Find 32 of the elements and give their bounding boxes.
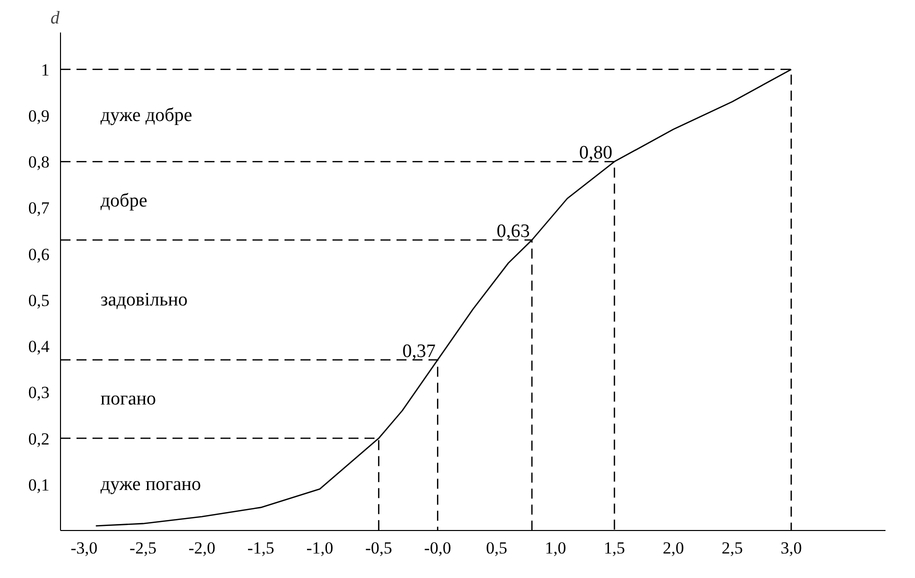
x-tick-label: 0,5: [486, 538, 508, 558]
y-tick-label: 0,2: [28, 429, 50, 448]
x-tick-label: -2,5: [130, 538, 156, 558]
annotation: дуже добре: [100, 105, 192, 126]
x-tick-label: 2,5: [722, 538, 743, 558]
y-tick-label: 0,4: [28, 337, 50, 356]
y-tick-label: 0,3: [28, 383, 50, 402]
annotation: 0,37: [402, 340, 436, 362]
y-tick-label: 0,5: [28, 290, 50, 310]
x-tick-label: 3,0: [780, 538, 802, 558]
y-tick-label: 0,6: [28, 244, 50, 264]
x-tick-label: -2,0: [188, 538, 216, 558]
x-tick-label: -0,5: [365, 538, 392, 558]
y-tick-label: 0,1: [28, 475, 50, 494]
x-tick-label: -0,0: [424, 538, 452, 558]
y-tick-label: 0,9: [28, 106, 50, 126]
annotation: погано: [100, 388, 156, 410]
annotation: 0,80: [579, 142, 612, 164]
y-tick-label: 0,7: [28, 198, 50, 218]
y-tick-label: 0,8: [28, 152, 50, 172]
y-tick-label: 1: [41, 60, 50, 80]
x-tick-label: -3,0: [70, 538, 98, 558]
x-tick-label: -1,0: [306, 538, 334, 558]
annotation: 0,63: [496, 221, 530, 242]
y-axis-title: d: [50, 8, 60, 28]
x-tick-label: -1,5: [247, 538, 274, 558]
annotation: добре: [100, 190, 148, 212]
x-tick-label: 1,0: [544, 538, 566, 558]
annotation: задовільно: [100, 289, 188, 310]
x-tick-label: 2,0: [662, 538, 684, 558]
x-tick-label: 1,5: [604, 538, 626, 558]
annotation: дуже погано: [100, 474, 202, 495]
